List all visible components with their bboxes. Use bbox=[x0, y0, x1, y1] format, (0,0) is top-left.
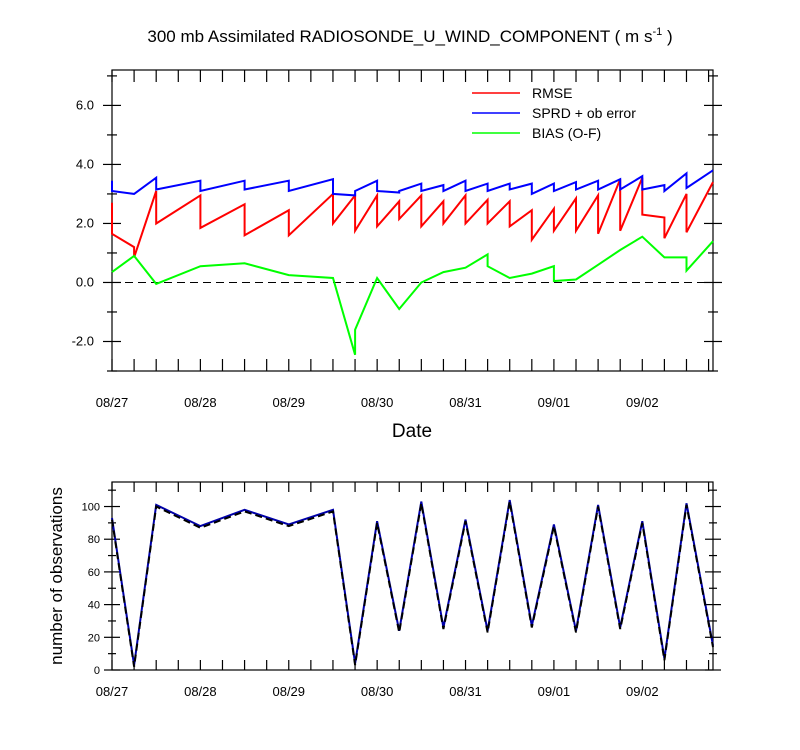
y-tick-label: 40 bbox=[88, 600, 100, 612]
x-tick-label: 08/27 bbox=[96, 684, 129, 699]
top-plot-area: 08/27 08/28 08/29 08/30 08/31 09/01 09/02 -2.0 0… bbox=[72, 69, 722, 442]
chart-title: 300 mb Assimilated RADIOSONDE_U_WIND_COM… bbox=[147, 26, 672, 46]
y-tick-label: 60 bbox=[88, 567, 100, 579]
top-series bbox=[111, 169, 714, 356]
x-axis-label: Date bbox=[392, 421, 432, 442]
legend: RMSE SPRD + ob error BIAS (O-F) bbox=[472, 85, 636, 141]
legend-label-rmse: RMSE bbox=[532, 85, 572, 101]
legend-label-bias: BIAS (O-F) bbox=[532, 125, 601, 141]
x-tick-label: 08/31 bbox=[449, 395, 482, 410]
y-tick-label: 2.0 bbox=[76, 215, 94, 230]
title-superscript: -1 bbox=[652, 26, 662, 38]
x-tick-label: 08/28 bbox=[184, 684, 217, 699]
y-tick-label: 4.0 bbox=[76, 156, 94, 171]
x-tick-label: 09/01 bbox=[538, 684, 571, 699]
x-tick-label: 09/01 bbox=[538, 395, 571, 410]
series-line-rmse bbox=[111, 177, 714, 258]
top-ticks: 08/27 08/28 08/29 08/30 08/31 09/01 09/02 -2.0 0… bbox=[72, 70, 722, 410]
y-tick-label: 6.0 bbox=[76, 97, 94, 112]
x-tick-label: 08/27 bbox=[96, 395, 129, 410]
x-tick-label: 09/02 bbox=[626, 395, 659, 410]
y-tick-label: 80 bbox=[88, 534, 100, 546]
series-line-nobs_poss bbox=[111, 499, 714, 666]
y-axis-label-observations: number of observations bbox=[47, 487, 66, 665]
bottom-plot-area: 08/27 08/28 08/29 08/30 08/31 09/01 09/02 0 20 40… bbox=[47, 481, 721, 699]
x-tick-label: 08/30 bbox=[361, 395, 394, 410]
x-tick-label: 09/02 bbox=[626, 684, 659, 699]
x-tick-label: 08/30 bbox=[361, 684, 394, 699]
y-tick-label: 100 bbox=[82, 502, 100, 514]
bottom-series bbox=[111, 499, 714, 667]
series-line-sprd bbox=[111, 169, 714, 197]
y-tick-label: 0 bbox=[94, 665, 100, 677]
y-tick-label: -2.0 bbox=[72, 333, 94, 348]
x-tick-label: 08/31 bbox=[449, 684, 482, 699]
y-tick-label: 20 bbox=[88, 632, 100, 644]
series-line-bias bbox=[111, 235, 714, 356]
x-tick-label: 08/29 bbox=[272, 395, 305, 410]
bottom-ticks: 08/27 08/28 08/29 08/30 08/31 09/01 09/02 0 20 40… bbox=[82, 482, 721, 699]
y-tick-label: 0.0 bbox=[76, 274, 94, 289]
x-tick-label: 08/28 bbox=[184, 395, 217, 410]
legend-label-sprd: SPRD + ob error bbox=[532, 105, 636, 121]
x-tick-label: 08/29 bbox=[272, 684, 305, 699]
bottom-plot-frame bbox=[111, 481, 714, 671]
series-line-nobs_used bbox=[111, 501, 714, 667]
